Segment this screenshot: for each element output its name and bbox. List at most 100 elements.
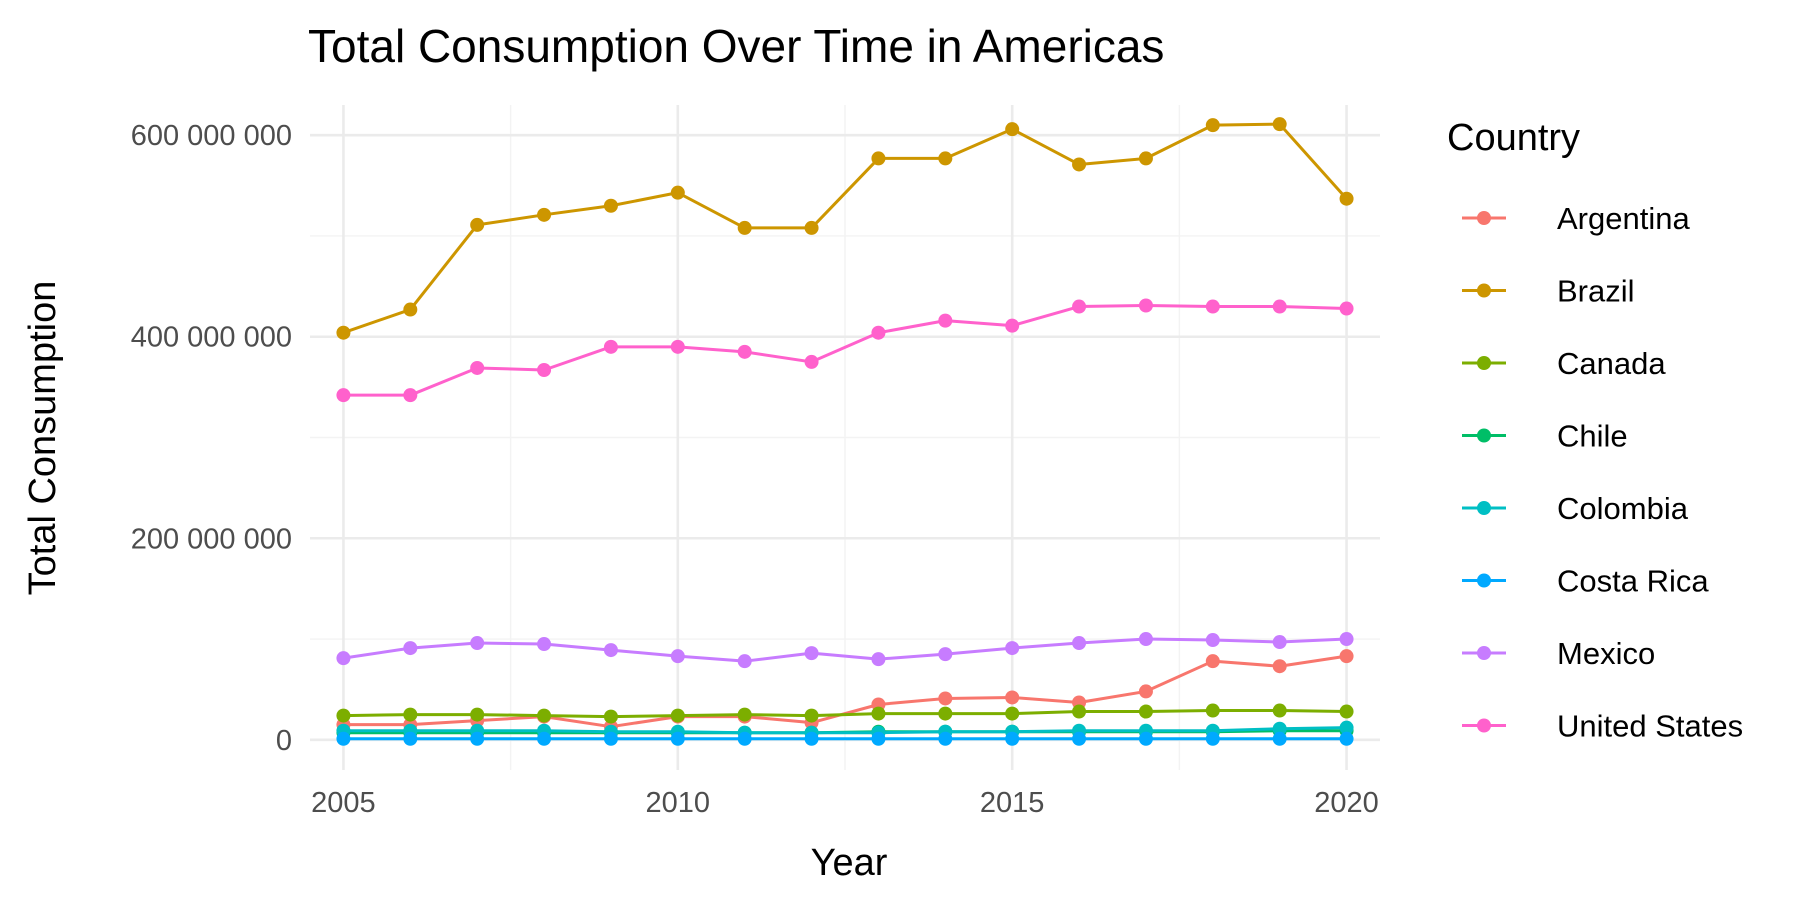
data-point-mexico xyxy=(804,646,819,661)
series-line-canada xyxy=(343,709,1347,719)
data-point-mexico xyxy=(670,649,685,664)
data-point-united-states xyxy=(938,313,953,328)
data-point-colombia xyxy=(1272,721,1287,736)
data-point-mexico xyxy=(1072,636,1087,651)
data-point-united-states xyxy=(670,339,685,354)
legend-key-point xyxy=(1477,501,1491,515)
data-point-costa-rica xyxy=(603,731,618,746)
legend-key-point xyxy=(1477,283,1491,298)
data-point-costa-rica xyxy=(1138,731,1153,746)
legend-label: Costa Rica xyxy=(1557,564,1709,599)
data-point-costa-rica xyxy=(537,731,552,746)
data-point-canada xyxy=(1005,706,1020,721)
legend-item-argentina: Argentina xyxy=(1462,201,1690,236)
legend-item-brazil: Brazil xyxy=(1462,274,1635,309)
data-point-mexico xyxy=(1205,633,1220,648)
legend-item-united-states: United States xyxy=(1462,709,1743,744)
data-point-brazil xyxy=(1339,191,1354,206)
legend-item-canada: Canada xyxy=(1462,346,1666,381)
data-point-costa-rica xyxy=(403,731,418,746)
legend-key-point xyxy=(1477,646,1491,660)
data-point-mexico xyxy=(737,654,752,669)
data-point-united-states xyxy=(403,388,418,403)
data-point-canada xyxy=(938,706,953,721)
data-point-canada xyxy=(470,707,485,722)
data-point-costa-rica xyxy=(1205,731,1220,746)
data-point-brazil xyxy=(603,198,618,213)
data-point-canada xyxy=(737,707,752,722)
data-point-brazil xyxy=(871,151,886,166)
series-mexico xyxy=(336,632,1354,669)
legend-label: Chile xyxy=(1557,419,1628,454)
data-point-canada xyxy=(1138,704,1153,719)
data-point-costa-rica xyxy=(1072,731,1087,746)
legend: Country Argentina Brazil Canada Chile Colomb… xyxy=(1447,117,1743,744)
y-tick-label: 600 000 000 xyxy=(131,120,292,152)
data-point-brazil xyxy=(1072,157,1087,172)
y-tick-label: 0 xyxy=(276,725,292,757)
data-point-mexico xyxy=(871,652,886,667)
data-point-brazil xyxy=(537,207,552,222)
legend-label: Mexico xyxy=(1557,636,1655,671)
legend-label: Argentina xyxy=(1557,201,1690,236)
data-point-united-states xyxy=(1005,318,1020,333)
data-point-colombia xyxy=(1339,720,1354,735)
data-point-brazil xyxy=(1138,151,1153,166)
data-point-united-states xyxy=(1272,299,1287,314)
data-point-argentina xyxy=(1272,659,1287,674)
data-point-united-states xyxy=(603,339,618,354)
legend-label: Brazil xyxy=(1557,274,1635,309)
data-point-brazil xyxy=(1005,122,1020,137)
series-costa-rica xyxy=(336,731,1354,746)
legend-label: United States xyxy=(1557,709,1743,744)
data-point-united-states xyxy=(871,325,886,340)
data-point-brazil xyxy=(336,325,351,340)
data-point-canada xyxy=(537,708,552,723)
data-point-canada xyxy=(1072,704,1087,719)
x-axis-ticks: 2005 2010 2015 2020 xyxy=(311,787,1379,819)
data-point-mexico xyxy=(1138,632,1153,647)
series-brazil xyxy=(336,117,1354,340)
data-point-costa-rica xyxy=(1339,731,1354,746)
legend-label: Colombia xyxy=(1557,491,1689,526)
x-tick-label: 2010 xyxy=(646,787,711,819)
data-point-brazil xyxy=(737,220,752,235)
data-point-brazil xyxy=(403,302,418,317)
legend-item-chile: Chile xyxy=(1462,419,1628,454)
data-point-costa-rica xyxy=(804,731,819,746)
data-point-mexico xyxy=(336,651,351,666)
legend-key-point xyxy=(1477,718,1491,733)
data-point-costa-rica xyxy=(938,731,953,746)
data-point-argentina xyxy=(1339,649,1354,664)
data-point-mexico xyxy=(1005,641,1020,656)
data-point-united-states xyxy=(804,354,819,369)
data-point-mexico xyxy=(1339,632,1354,647)
data-point-argentina xyxy=(1138,684,1153,699)
series-canada xyxy=(336,703,1354,724)
data-point-costa-rica xyxy=(1005,731,1020,746)
legend-key-point xyxy=(1477,573,1491,588)
y-axis-title: Total Consumption xyxy=(22,281,64,596)
data-point-costa-rica xyxy=(670,731,685,746)
legend-key-point xyxy=(1477,356,1491,370)
data-point-mexico xyxy=(537,637,552,652)
data-point-united-states xyxy=(1138,298,1153,313)
x-tick-label: 2020 xyxy=(1314,787,1379,819)
data-point-united-states xyxy=(470,360,485,375)
y-tick-label: 200 000 000 xyxy=(131,523,292,555)
legend-key-point xyxy=(1477,428,1491,443)
data-point-costa-rica xyxy=(336,731,351,746)
legend-title: Country xyxy=(1447,117,1580,159)
series-united-states xyxy=(336,298,1354,403)
data-point-canada xyxy=(403,707,418,722)
series-line-brazil xyxy=(342,122,1348,335)
x-tick-label: 2015 xyxy=(980,787,1045,819)
data-point-brazil xyxy=(470,217,485,232)
data-point-brazil xyxy=(804,220,819,235)
legend-key-point xyxy=(1477,211,1491,225)
data-point-united-states xyxy=(1072,299,1087,314)
data-point-united-states xyxy=(1339,301,1354,316)
series-layer xyxy=(336,117,1354,746)
data-point-costa-rica xyxy=(871,731,886,746)
data-point-brazil xyxy=(1272,117,1287,132)
